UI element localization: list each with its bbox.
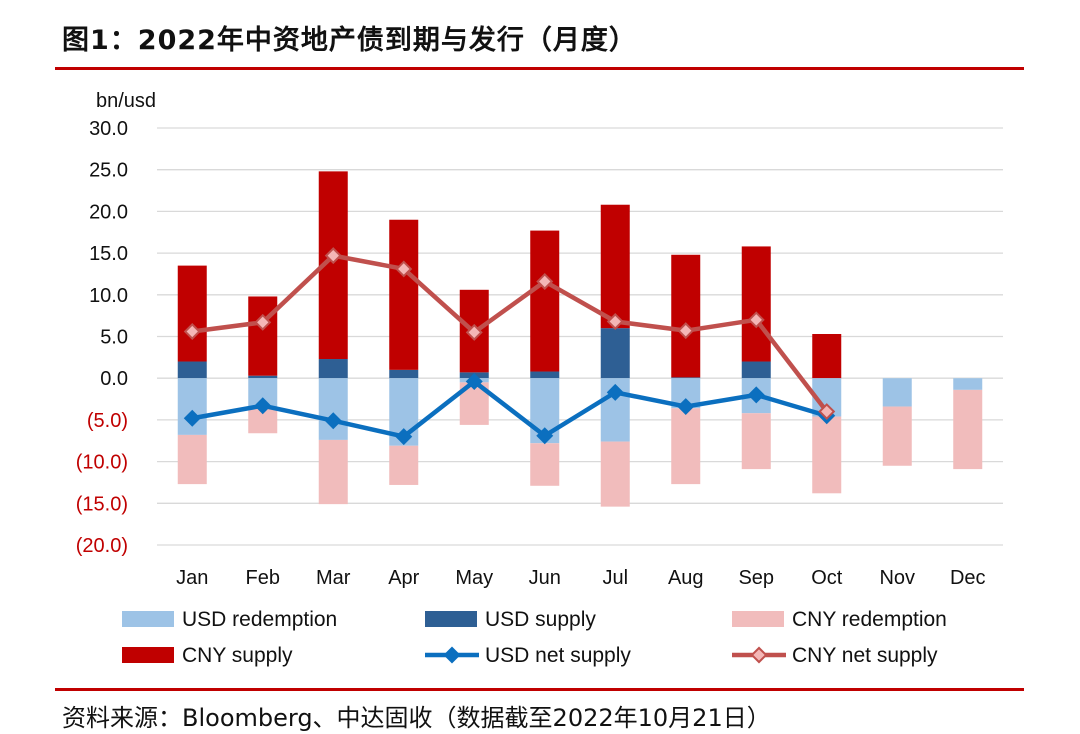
bar-usd-supply — [318, 359, 348, 379]
gridlines — [157, 127, 1003, 546]
source-note: 资料来源：Bloomberg、中达固收（数据截至2022年10月21日） — [62, 704, 771, 732]
cny-net-supply-point — [395, 260, 413, 278]
x-tick-label: Feb — [246, 567, 280, 589]
x-tick-label: Jan — [176, 567, 208, 589]
cny-net-supply-point — [465, 323, 483, 341]
y-tick-label: 0.0 — [100, 368, 128, 390]
bar-usd-redemption — [882, 378, 912, 407]
bar-usd-supply — [741, 361, 771, 379]
bar-usd-supply — [671, 377, 701, 379]
bar-cny-redemption — [741, 413, 771, 470]
legend-label: USD net supply — [485, 644, 631, 667]
legend-label: CNY redemption — [792, 608, 947, 631]
cny-net-supply-point — [677, 322, 695, 340]
legend: USD redemption USD supply CNY redemption CN… — [122, 608, 947, 667]
legend-label: USD supply — [485, 608, 596, 631]
bar-usd-supply — [600, 328, 630, 379]
usd-net-supply-point — [677, 398, 695, 416]
cny-net-supply-line — [191, 253, 829, 413]
bar-usd-supply — [248, 375, 278, 379]
legend-label: USD redemption — [182, 608, 337, 631]
cny-net-supply-point — [183, 323, 201, 340]
legend-swatch — [425, 611, 477, 627]
bar-usd-supply — [177, 361, 207, 379]
usd-net-supply-point — [747, 386, 765, 404]
legend-swatch — [732, 611, 784, 627]
x-tick-label: Sep — [738, 567, 774, 589]
bar-usd-supply — [530, 371, 560, 379]
x-tick-label: Aug — [668, 567, 704, 589]
x-tick-label: Nov — [879, 567, 915, 589]
bar-cny-redemption — [882, 406, 912, 466]
bar-cny-supply — [530, 230, 560, 372]
y-axis-label: bn/usd — [96, 90, 156, 112]
usd-net-supply-point — [465, 373, 483, 391]
bar-cny-redemption — [389, 445, 419, 485]
x-tick-label: Oct — [811, 567, 843, 589]
y-tick-label: (20.0) — [76, 535, 128, 557]
x-axis-ticks: Jan Feb Mar Apr May Jun Jul Aug Sep Oct Nov Dec — [176, 567, 985, 589]
cny-net-supply-point — [747, 311, 765, 329]
bar-cny-supply — [600, 204, 630, 329]
usd-net-supply-point — [254, 397, 272, 415]
x-tick-label: May — [455, 567, 493, 589]
usd-net-supply-line — [191, 379, 828, 439]
bar-cny-supply — [389, 219, 419, 370]
bar-usd-redemption — [953, 378, 983, 390]
legend-marker — [750, 646, 768, 664]
chart: bn/usd 30.0 25.0 20.0 15.0 10.0 5.0 0.0 (5.0) (1… — [76, 90, 1003, 667]
y-tick-label: 5.0 — [100, 327, 128, 349]
bar-usd-supply — [389, 369, 419, 379]
bar-cny-supply — [177, 265, 207, 362]
legend-swatch — [122, 611, 174, 627]
cny-net-supply-point — [254, 313, 272, 331]
y-tick-label: 30.0 — [89, 118, 128, 140]
y-tick-label: (10.0) — [76, 452, 128, 474]
bar-cny-redemption — [530, 443, 560, 486]
bar-cny-redemption — [812, 416, 842, 494]
x-tick-label: Dec — [950, 567, 986, 589]
bars — [177, 171, 983, 507]
x-tick-label: Mar — [316, 567, 351, 589]
figure-title: 图1：2022年中资地产债到期与发行（月度） — [62, 25, 637, 56]
legend-swatch — [122, 647, 174, 663]
usd-net-supply-point — [324, 412, 342, 430]
title-divider — [55, 67, 1024, 70]
bar-usd-redemption — [318, 378, 348, 440]
cny-net-supply-point — [606, 313, 624, 330]
cny-net-supply-point — [536, 272, 554, 290]
bar-cny-supply — [741, 246, 771, 362]
bar-cny-redemption — [318, 439, 348, 505]
usd-net-supply-point — [606, 383, 624, 401]
legend-marker — [443, 646, 461, 664]
x-tick-label: Apr — [388, 567, 419, 589]
bar-cny-supply — [812, 333, 842, 379]
cny-net-supply-point — [324, 247, 342, 265]
usd-net-supply-point — [395, 428, 413, 446]
bar-cny-redemption — [671, 408, 701, 485]
y-tick-label: 15.0 — [89, 243, 128, 265]
y-tick-label: 10.0 — [89, 285, 128, 307]
bar-cny-redemption — [600, 441, 630, 507]
y-tick-label: 20.0 — [89, 201, 128, 223]
bar-cny-supply — [671, 254, 701, 378]
y-axis-ticks: 30.0 25.0 20.0 15.0 10.0 5.0 0.0 (5.0) (10.0) (15… — [76, 118, 128, 557]
cny-net-supply-point — [818, 403, 836, 421]
net-supply-lines — [183, 247, 836, 446]
x-tick-label: Jul — [602, 567, 628, 589]
usd-net-supply-point — [536, 427, 554, 445]
bar-cny-redemption — [953, 389, 983, 470]
source-divider — [55, 688, 1024, 691]
y-tick-label: 25.0 — [89, 160, 128, 182]
legend-label: CNY net supply — [792, 644, 938, 667]
bar-cny-redemption — [177, 434, 207, 485]
usd-net-supply-point — [183, 409, 201, 427]
legend-label: CNY supply — [182, 644, 293, 667]
x-tick-label: Jun — [529, 567, 561, 589]
y-tick-label: (15.0) — [76, 493, 128, 515]
y-tick-label: (5.0) — [87, 410, 128, 432]
bar-cny-supply — [248, 296, 278, 376]
